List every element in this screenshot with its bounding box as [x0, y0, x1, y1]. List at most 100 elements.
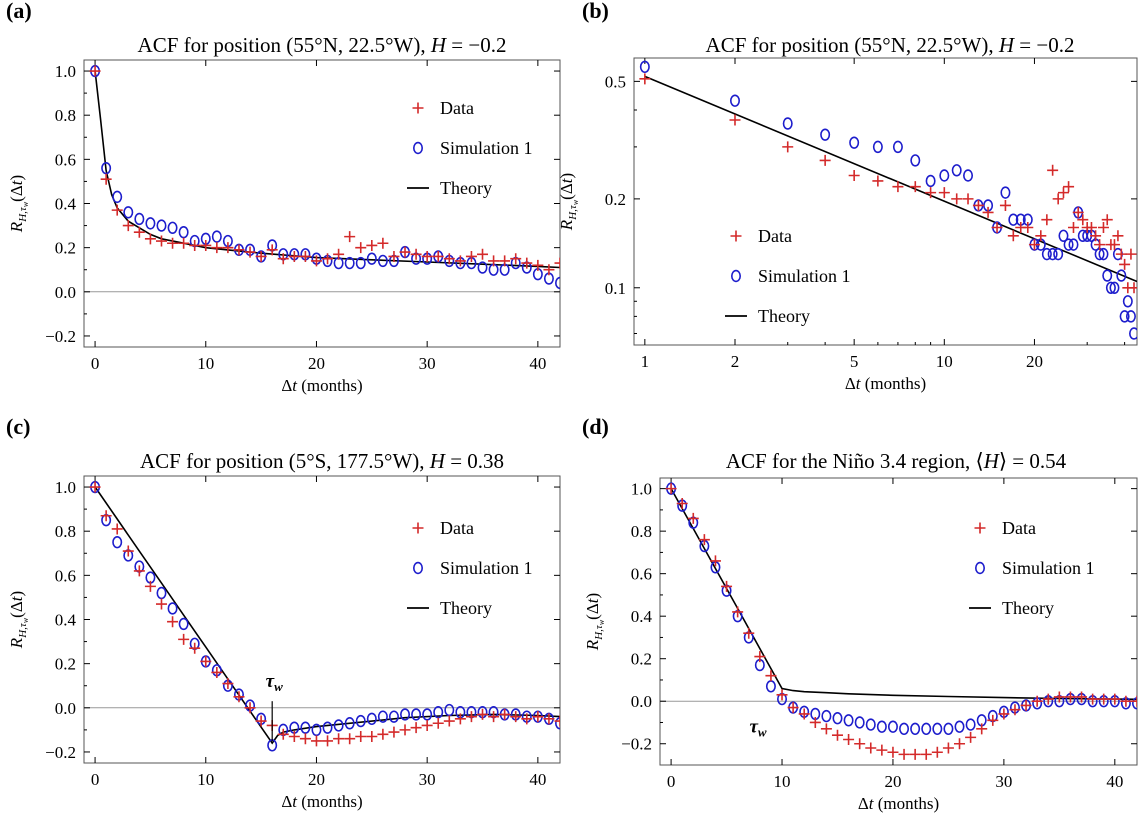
data-point: [1064, 691, 1076, 703]
simulation-point: [1129, 327, 1137, 340]
data-point: [931, 746, 943, 758]
data-point: [488, 711, 500, 723]
simulation-point: [1122, 295, 1133, 308]
plot-area: [89, 480, 560, 752]
data-point: [639, 73, 651, 85]
x-tick-label: 20: [1026, 352, 1043, 371]
data-point: [233, 691, 245, 703]
data-point: [344, 733, 356, 745]
data-point: [1090, 230, 1102, 242]
data-point: [1108, 239, 1120, 251]
simulation-point: [477, 261, 488, 274]
data-point: [854, 738, 866, 750]
simulation-point: [910, 722, 921, 736]
legend: Data Simulation 1 Theory: [969, 518, 1095, 618]
simulation-point: [854, 716, 865, 729]
data-point: [1057, 187, 1069, 199]
y-tick-label: 0.4: [55, 611, 77, 630]
data-point: [1076, 691, 1088, 703]
simulation-point: [1105, 281, 1116, 294]
data-point: [687, 512, 699, 524]
simulation-point: [892, 140, 903, 154]
data-point: [532, 711, 544, 723]
simulation-point: [123, 206, 134, 219]
data-point: [233, 244, 245, 256]
x-tick-label: 40: [529, 770, 546, 789]
data-point: [1101, 214, 1113, 226]
x-axis-label: Δt (months): [858, 794, 939, 813]
data-point: [377, 237, 389, 249]
data-point: [432, 717, 444, 729]
simulation-point: [178, 617, 189, 631]
chart-panel-1: 0 10 20 30 40 −0.2 0.0 0.2 0.4 0.6 0.8 1.0 ACF for p…: [7, 33, 561, 395]
data-point: [543, 713, 555, 725]
simulation-point: [422, 708, 433, 721]
data-point: [754, 651, 766, 663]
chart-title: ACF for position (55°N, 22.5°W), H = −0.…: [706, 33, 1075, 57]
simulation-point: [400, 708, 411, 721]
data-point: [454, 713, 466, 725]
simulation-point: [145, 217, 156, 230]
panel-label-a: (a): [6, 0, 32, 23]
data-point: [521, 713, 533, 725]
simulation-point: [943, 722, 954, 736]
simulation-point: [1063, 238, 1074, 251]
simulation-point: [344, 256, 355, 270]
y-tick-label: 0.6: [55, 566, 76, 585]
y-tick-label: −0.2: [621, 735, 652, 754]
simulation-point: [101, 161, 112, 175]
x-tick-label: 30: [419, 770, 436, 789]
data-point: [443, 253, 455, 265]
legend-label: Theory: [440, 598, 492, 618]
data-point: [355, 731, 367, 743]
legend-data-marker: [412, 102, 424, 114]
x-tick-label: 20: [308, 770, 325, 789]
data-point: [333, 733, 345, 745]
plot-frame: [83, 59, 561, 348]
y-tick-label: 0.6: [631, 565, 652, 584]
x-axis-label: Δt (months): [281, 792, 362, 811]
simulation-point: [821, 709, 832, 723]
legend-label: Theory: [758, 306, 810, 326]
x-tick-label: 10: [936, 352, 953, 371]
plot-frame: [659, 477, 1138, 766]
plot-frame: [633, 57, 1138, 346]
y-tick-label: 0.8: [55, 106, 76, 125]
simulation-point: [1102, 269, 1113, 282]
data-point: [333, 248, 345, 260]
simulation-point: [921, 722, 932, 736]
simulation-point: [910, 154, 921, 167]
data-point: [155, 235, 167, 247]
data-point: [554, 715, 560, 727]
data-point: [1115, 248, 1127, 260]
data-point: [765, 670, 777, 682]
data-point: [1097, 221, 1109, 233]
data-point: [211, 242, 223, 254]
data-point: [1052, 193, 1064, 205]
data-point: [499, 708, 511, 720]
y-tick-label: 0.2: [55, 239, 76, 258]
y-tick-label: 0.0: [55, 283, 76, 302]
data-point: [709, 555, 721, 567]
data-point: [787, 702, 799, 714]
data-point: [876, 744, 888, 756]
data-point: [920, 748, 932, 760]
simulation-point: [112, 536, 123, 549]
y-axis-label: RH,τw(Δt): [7, 175, 30, 233]
data-point: [909, 748, 921, 760]
theory-line: [644, 75, 1137, 283]
x-tick-label: 10: [197, 354, 214, 373]
y-tick-label: 0.5: [605, 72, 626, 91]
legend-data-marker: [412, 522, 424, 534]
y-tick-label: −0.2: [45, 743, 76, 762]
data-point: [377, 728, 389, 740]
data-point: [510, 253, 522, 265]
data-point: [954, 738, 966, 750]
data-point: [1131, 695, 1137, 707]
data-point: [898, 748, 910, 760]
simulation-point: [388, 710, 399, 723]
data-point: [432, 250, 444, 262]
data-point: [820, 723, 832, 735]
data-point: [1125, 248, 1137, 260]
data-point: [848, 170, 860, 182]
